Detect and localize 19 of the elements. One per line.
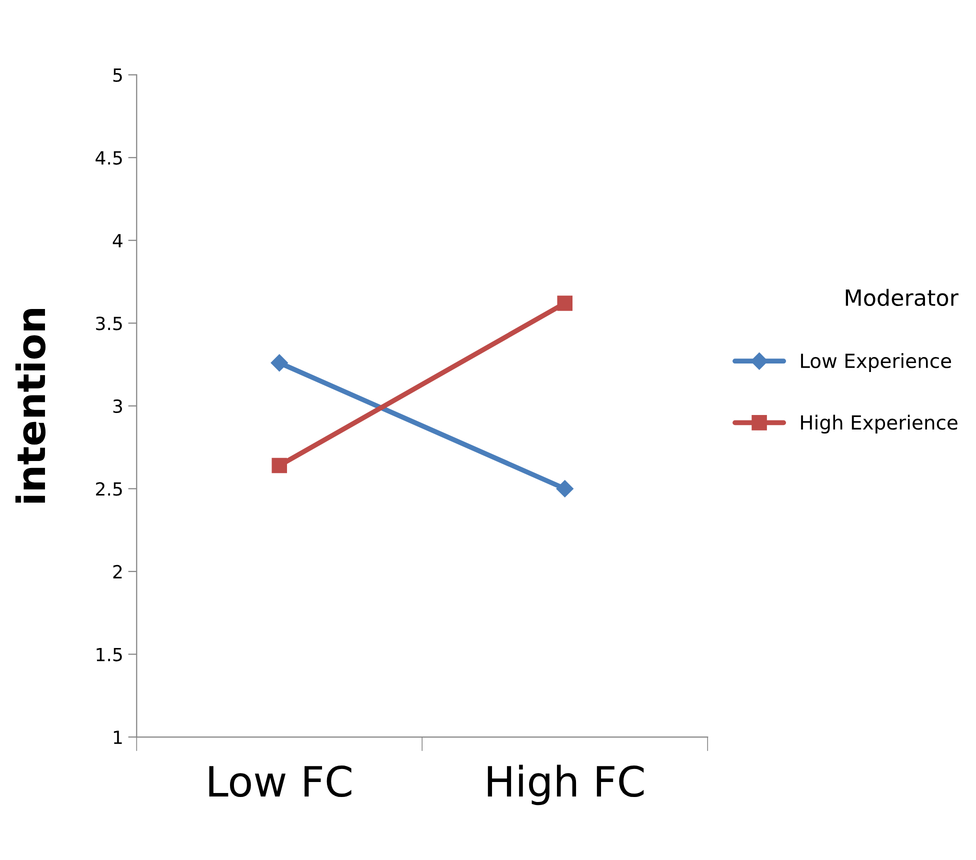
point [557,296,572,311]
x-tick-label: Low FC [209,766,352,798]
y-tick-label: 4.5 [96,151,122,165]
y-tick-label: 2.5 [96,482,122,496]
y-tick-label: 4 [112,234,122,248]
legend-title: Moderator [846,288,958,306]
y-tick-label: 5 [113,68,122,82]
legend-label: High Experience [801,414,958,434]
y-axis-title: intention [15,308,46,503]
point [272,458,288,474]
y-tick-label: 2 [113,564,122,578]
y-tick-label: 3.5 [96,316,122,330]
y-tick-label: 1.5 [96,648,122,662]
point [270,354,288,372]
y-tick-label: 3 [113,399,122,414]
x-tick-label: High FC [488,764,644,806]
legend-label: Low Experience [801,353,952,372]
y-tick-label: 1 [114,730,122,744]
point [556,480,574,498]
